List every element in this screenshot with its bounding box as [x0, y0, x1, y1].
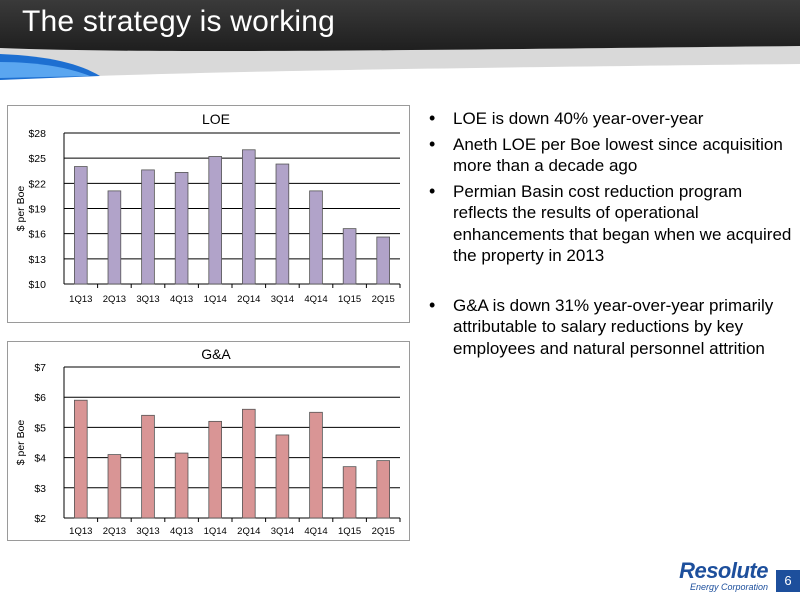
page-number: 6: [776, 570, 800, 592]
bar: [141, 414, 155, 519]
x-tick-label: 1Q14: [204, 526, 227, 537]
bar: [74, 399, 88, 519]
bar: [107, 190, 122, 285]
x-tick-label: 4Q13: [170, 294, 193, 305]
bullet-item: • Permian Basin cost reduction program re…: [425, 181, 795, 267]
bullet-icon: •: [429, 108, 436, 128]
slide-title: The strategy is working: [22, 5, 336, 38]
x-tick-label: 1Q15: [338, 526, 361, 537]
x-tick-label: 2Q13: [103, 526, 126, 537]
bar: [376, 460, 390, 519]
bar: [208, 420, 222, 519]
y-tick-label: $13: [28, 254, 46, 266]
y-tick-label: $2: [34, 513, 46, 525]
company-logo: Resolute Energy Corporation: [640, 558, 770, 594]
bullet-item: • LOE is down 40% year-over-year: [425, 108, 795, 130]
bar: [242, 408, 256, 519]
x-tick-label: 2Q13: [103, 294, 126, 305]
x-tick-label: 1Q15: [338, 294, 361, 305]
y-axis-label: $ per Boe: [15, 420, 27, 466]
bullet-item: • Aneth LOE per Boe lowest since acquisit…: [425, 134, 795, 177]
x-tick-label: 4Q14: [304, 294, 327, 305]
bar: [174, 172, 189, 285]
bar: [376, 236, 390, 285]
x-tick-label: 3Q14: [271, 294, 294, 305]
y-tick-label: $5: [34, 422, 46, 434]
chart-title: LOE: [202, 111, 230, 127]
y-tick-label: $28: [28, 128, 46, 140]
bullet-icon: •: [429, 294, 436, 315]
y-tick-label: $3: [34, 483, 46, 495]
bar: [309, 190, 323, 285]
y-tick-label: $4: [34, 453, 46, 465]
y-tick-label: $7: [34, 362, 46, 374]
bar: [309, 411, 323, 519]
x-tick-label: 3Q14: [271, 526, 294, 537]
x-tick-label: 2Q14: [237, 294, 260, 305]
bar: [107, 454, 122, 519]
x-tick-label: 2Q15: [372, 294, 395, 305]
bar: [275, 434, 290, 519]
bullet-list: • LOE is down 40% year-over-year • Aneth L…: [425, 108, 795, 363]
y-tick-label: $6: [34, 392, 46, 404]
bar: [208, 156, 222, 285]
x-tick-label: 4Q13: [170, 526, 193, 537]
bar: [342, 466, 357, 519]
bullet-text: Aneth LOE per Boe lowest since acquisiti…: [453, 134, 783, 176]
y-tick-label: $25: [28, 153, 46, 165]
ga-chart: $2 $3 $4 $5 $6 $7 1Q13 2Q13 3Q13 4Q13 1Q14 2Q14 3Q14…: [7, 341, 410, 541]
bar: [74, 166, 88, 285]
bar: [242, 149, 256, 285]
y-axis-label: $ per Boe: [15, 186, 27, 232]
chart-title: G&A: [201, 346, 231, 362]
bullet-item: • G&A is down 31% year-over-year primaril…: [425, 295, 795, 360]
y-tick-label: $10: [28, 279, 46, 291]
bullet-text: Permian Basin cost reduction program ref…: [453, 181, 792, 266]
bar: [174, 452, 189, 519]
x-tick-label: 2Q15: [372, 526, 395, 537]
bullet-icon: •: [429, 180, 436, 201]
bullet-text: LOE is down 40% year-over-year: [453, 109, 704, 128]
x-tick-label: 1Q14: [204, 294, 227, 305]
logo-subtitle: Energy Corporation: [689, 582, 768, 592]
logo-brand: Resolute: [679, 558, 768, 583]
x-tick-label: 3Q13: [136, 526, 159, 537]
slide-header: The strategy is working: [0, 0, 800, 52]
bar: [275, 163, 290, 285]
x-tick-label: 1Q13: [69, 526, 92, 537]
bullet-text: G&A is down 31% year-over-year primarily…: [453, 295, 774, 358]
bar: [342, 228, 357, 285]
bar: [141, 169, 155, 285]
x-tick-label: 1Q13: [69, 294, 92, 305]
y-tick-label: $16: [28, 229, 46, 241]
x-tick-label: 4Q14: [304, 526, 327, 537]
x-tick-label: 3Q13: [136, 294, 159, 305]
y-tick-label: $19: [28, 204, 46, 216]
x-tick-label: 2Q14: [237, 526, 260, 537]
y-tick-label: $22: [28, 178, 46, 190]
header-swoosh: [0, 46, 800, 80]
bullet-icon: •: [429, 133, 436, 154]
loe-chart: $10 $13 $16 $19 $22 $25 $28 1Q13 2Q13 3Q13 4Q13 1Q1…: [7, 105, 410, 323]
